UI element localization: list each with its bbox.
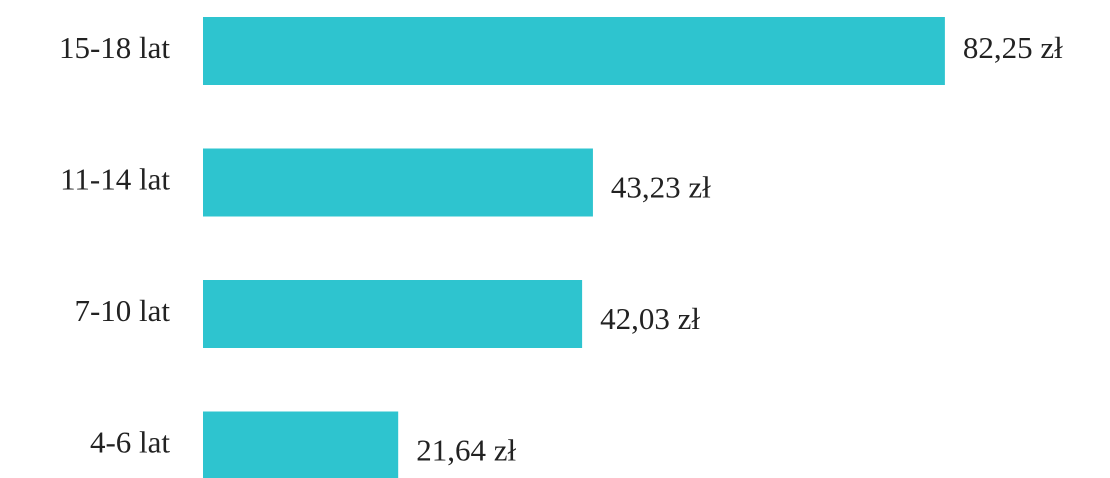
category-label: 4-6 lat [90, 425, 170, 460]
category-label: 7-10 lat [74, 293, 170, 328]
value-label: 43,23 zł [611, 170, 711, 205]
bar [203, 148, 593, 217]
bar [203, 17, 945, 85]
value-label: 82,25 zł [963, 30, 1063, 65]
value-label: 21,64 zł [416, 433, 516, 468]
bar [203, 280, 583, 348]
category-label: 15-18 lat [59, 30, 170, 65]
bar [203, 411, 399, 478]
value-label: 42,03 zł [600, 301, 700, 336]
category-label: 11-14 lat [60, 162, 170, 197]
